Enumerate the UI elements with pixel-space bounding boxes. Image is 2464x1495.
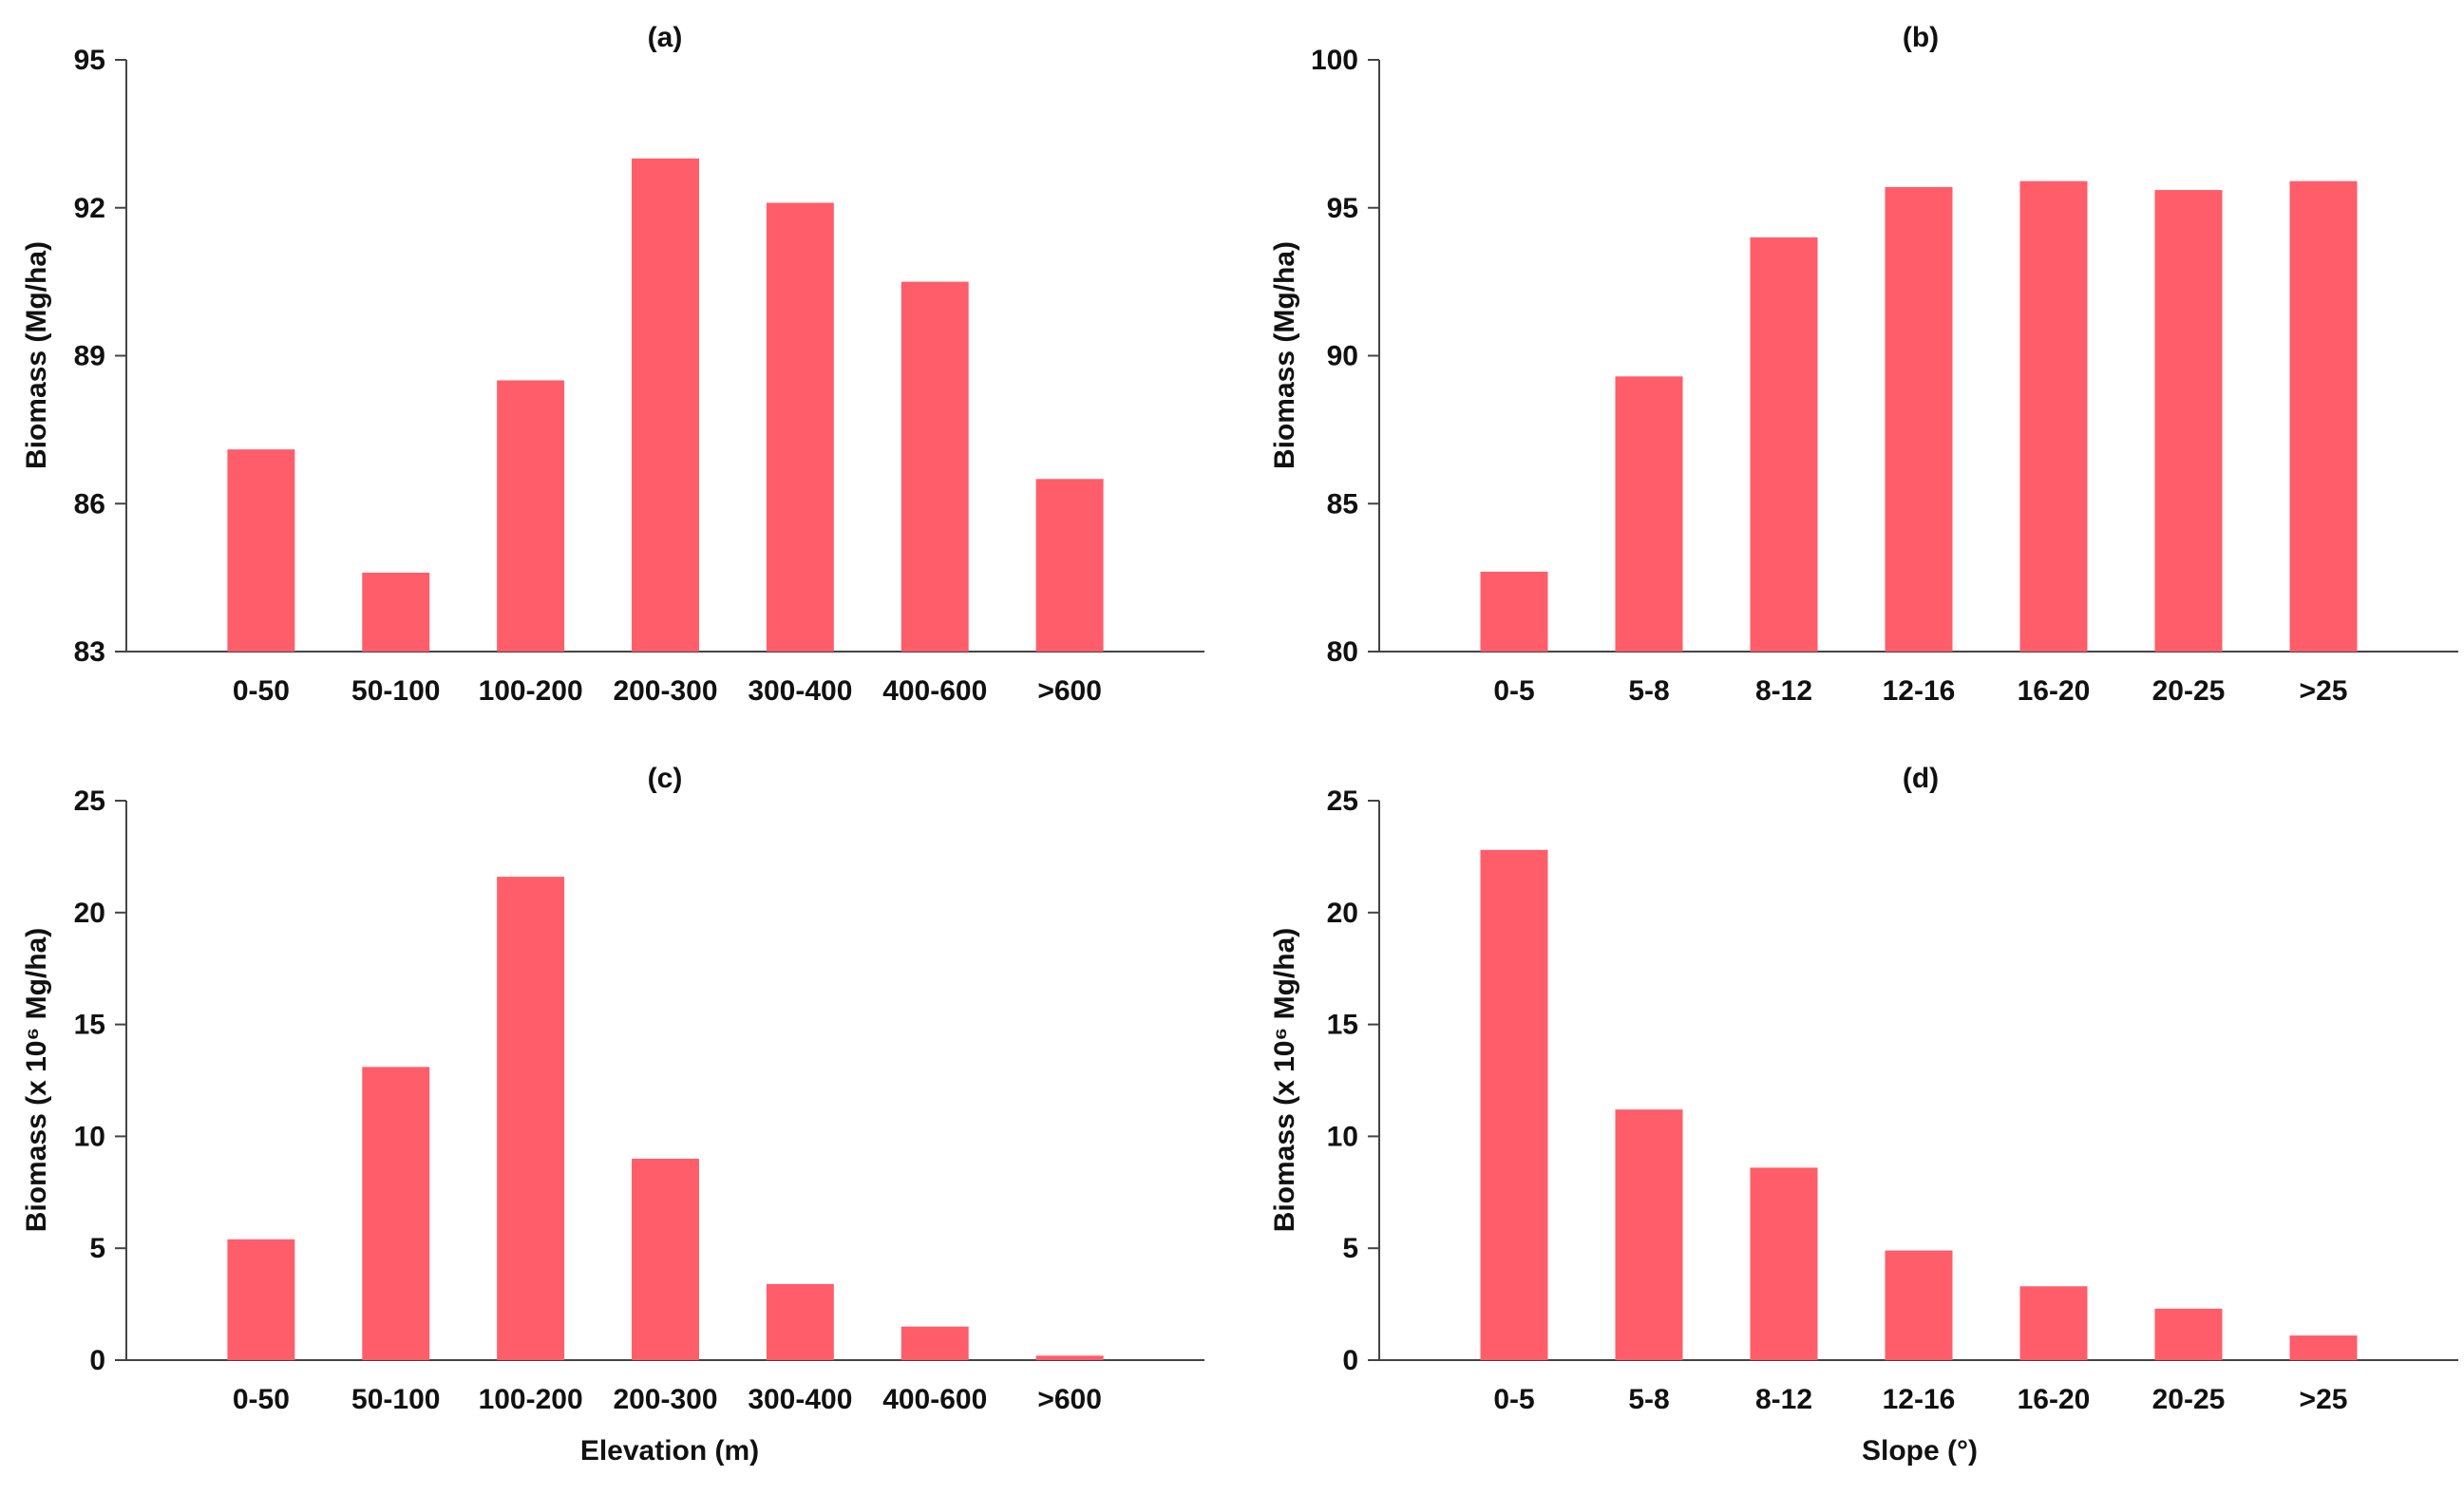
panel-c-category-label: 100-200 [479, 1384, 583, 1415]
panel-b-category-label: 20-25 [2152, 675, 2226, 707]
panel-a-title: (a) [648, 22, 683, 53]
panel-a-y-tick-label: 83 [74, 636, 105, 668]
panel-d-category-label: 5-8 [1628, 1384, 1669, 1415]
panel-c-category-label: 400-600 [882, 1384, 987, 1415]
panel-b-y-tick-label: 95 [1327, 193, 1358, 224]
panel-b-title: (b) [1903, 22, 1939, 53]
panel-d-bar [1885, 1250, 1953, 1360]
panel-d-bar [2019, 1286, 2088, 1360]
panel-c-title: (c) [648, 763, 683, 794]
panel-a-category-label: 100-200 [479, 675, 583, 707]
panel-a-bar [632, 158, 699, 653]
panel-a-bar [227, 449, 295, 652]
panel-b-bar [2154, 190, 2223, 652]
panel-c-bar [900, 1326, 969, 1360]
panel-b-bar [1615, 376, 1683, 652]
panel-b-plot: 80 85 90 95 100 0-5 5-8 8-12 12-16 16-20 20-25 >25 [1311, 45, 2458, 707]
panel-d-bar [1615, 1109, 1683, 1360]
panel-c-bar [1035, 1355, 1104, 1360]
panel-d-category-label: 8-12 [1755, 1384, 1812, 1415]
panel-c-y-tick-label: 0 [89, 1345, 105, 1376]
panel-b-category-label: 12-16 [1883, 675, 1956, 707]
panel-a-category-label: 0-50 [233, 675, 290, 707]
panel-a-y-axis-label: Biomass (Mg/ha) [21, 241, 52, 469]
panel-d-plot: 0 5 10 15 20 25 0-5 5-8 8-12 12-16 16-20 20-25 >25 [1327, 785, 2458, 1415]
panel-c-category-label: 300-400 [748, 1384, 852, 1415]
panel-d-bar [1750, 1167, 1818, 1360]
panel-a-plot: 83 86 89 92 95 0-50 50-100 100-200 200-300 300-40… [74, 45, 1204, 707]
panel-d-bar [2289, 1335, 2358, 1360]
panel-c-bar [766, 1283, 834, 1360]
panel-b-y-tick-label: 80 [1327, 636, 1358, 668]
panel-c-y-tick-label: 20 [74, 898, 105, 929]
panel-c-y-tick-label: 15 [74, 1010, 105, 1041]
panel-d-y-axis-label: Biomass (x 10⁶ Mg/ha) [1269, 928, 1300, 1233]
panel-c-bar [497, 877, 565, 1360]
panel-b-bar [2019, 180, 2088, 652]
panel-a-bar [766, 202, 834, 652]
panel-c-y-tick-label: 5 [89, 1233, 105, 1264]
panel-b-y-tick-label: 90 [1327, 341, 1358, 372]
panel-c-y-tick-label: 10 [74, 1121, 105, 1152]
panel-c-y-axis-label: Biomass (x 10⁶ Mg/ha) [21, 928, 52, 1233]
panel-d-bar [1480, 849, 1548, 1360]
panel-c-category-label: 50-100 [351, 1384, 440, 1415]
panel-b-bar [1750, 237, 1818, 652]
panel-d-y-tick-label: 5 [1342, 1233, 1358, 1264]
panel-b-category-label: 8-12 [1755, 675, 1812, 707]
panel-b-bar [1480, 571, 1548, 652]
panel-c-category-label: 0-50 [233, 1384, 290, 1415]
panel-a: (a) Biomass (Mg/ha) 83 86 89 92 95 0-50 50-100… [21, 22, 1204, 707]
panel-a-bar [900, 281, 969, 652]
panel-c-plot: 0 5 10 15 20 25 0-50 50-100 100-200 200-300 300-40… [74, 785, 1204, 1415]
panel-a-category-label: 200-300 [613, 675, 717, 707]
panel-d-category-label: 12-16 [1883, 1384, 1956, 1415]
panel-c-y-tick-label: 25 [74, 785, 105, 817]
panel-a-bar [1035, 479, 1104, 652]
panel-c-category-label: 200-300 [613, 1384, 717, 1415]
panel-d-y-tick-label: 15 [1327, 1010, 1358, 1041]
panel-b-category-label: 5-8 [1628, 675, 1669, 707]
panel-b-bar [1885, 186, 1953, 652]
panel-b-y-tick-label: 100 [1311, 45, 1358, 76]
panel-d-category-label: 16-20 [2018, 1384, 2091, 1415]
panel-a-category-label: 400-600 [882, 675, 987, 707]
panel-a-bar [497, 380, 565, 652]
panel-d-y-tick-label: 0 [1342, 1345, 1358, 1376]
panel-c-bar [362, 1067, 430, 1360]
panel-b-category-label: >25 [2300, 675, 2348, 707]
panel-d-bar [2154, 1308, 2223, 1360]
panel-a-y-tick-label: 95 [74, 45, 105, 76]
panel-a-category-label: >600 [1037, 675, 1102, 707]
panel-c-bar [632, 1158, 699, 1360]
panel-b-y-axis-label: Biomass (Mg/ha) [1269, 241, 1300, 469]
panel-a-bar [362, 572, 430, 652]
panel-b-y-tick-label: 85 [1327, 488, 1358, 520]
panel-c: (c) Biomass (x 10⁶ Mg/ha) Elevation (m) … [21, 763, 1204, 1467]
panel-d-title: (d) [1903, 763, 1939, 794]
panel-d-y-tick-label: 10 [1327, 1121, 1358, 1152]
panel-d-y-tick-label: 20 [1327, 898, 1358, 929]
panel-b-category-label: 0-5 [1493, 675, 1534, 707]
panel-c-bar [227, 1239, 295, 1360]
panel-a-y-tick-label: 86 [74, 488, 105, 520]
panel-d-category-label: 0-5 [1493, 1384, 1534, 1415]
panel-d: (d) Biomass (x 10⁶ Mg/ha) Slope (°) 0 5 10… [1269, 763, 2458, 1467]
panel-d-y-tick-label: 25 [1327, 785, 1358, 817]
panel-a-y-tick-label: 92 [74, 193, 105, 224]
panel-c-x-axis-label: Elevation (m) [580, 1435, 759, 1467]
panel-d-x-axis-label: Slope (°) [1862, 1435, 1978, 1467]
panel-c-category-label: >600 [1037, 1384, 1102, 1415]
panel-d-category-label: >25 [2300, 1384, 2348, 1415]
panel-b-category-label: 16-20 [2018, 675, 2091, 707]
panel-a-y-tick-label: 89 [74, 341, 105, 372]
panel-b: (b) Biomass (Mg/ha) 80 85 90 95 100 0-5 5-8 8-1… [1269, 22, 2458, 707]
panel-a-category-label: 300-400 [748, 675, 852, 707]
panel-d-category-label: 20-25 [2152, 1384, 2226, 1415]
panel-b-bar [2289, 180, 2358, 652]
panel-a-category-label: 50-100 [351, 675, 440, 707]
